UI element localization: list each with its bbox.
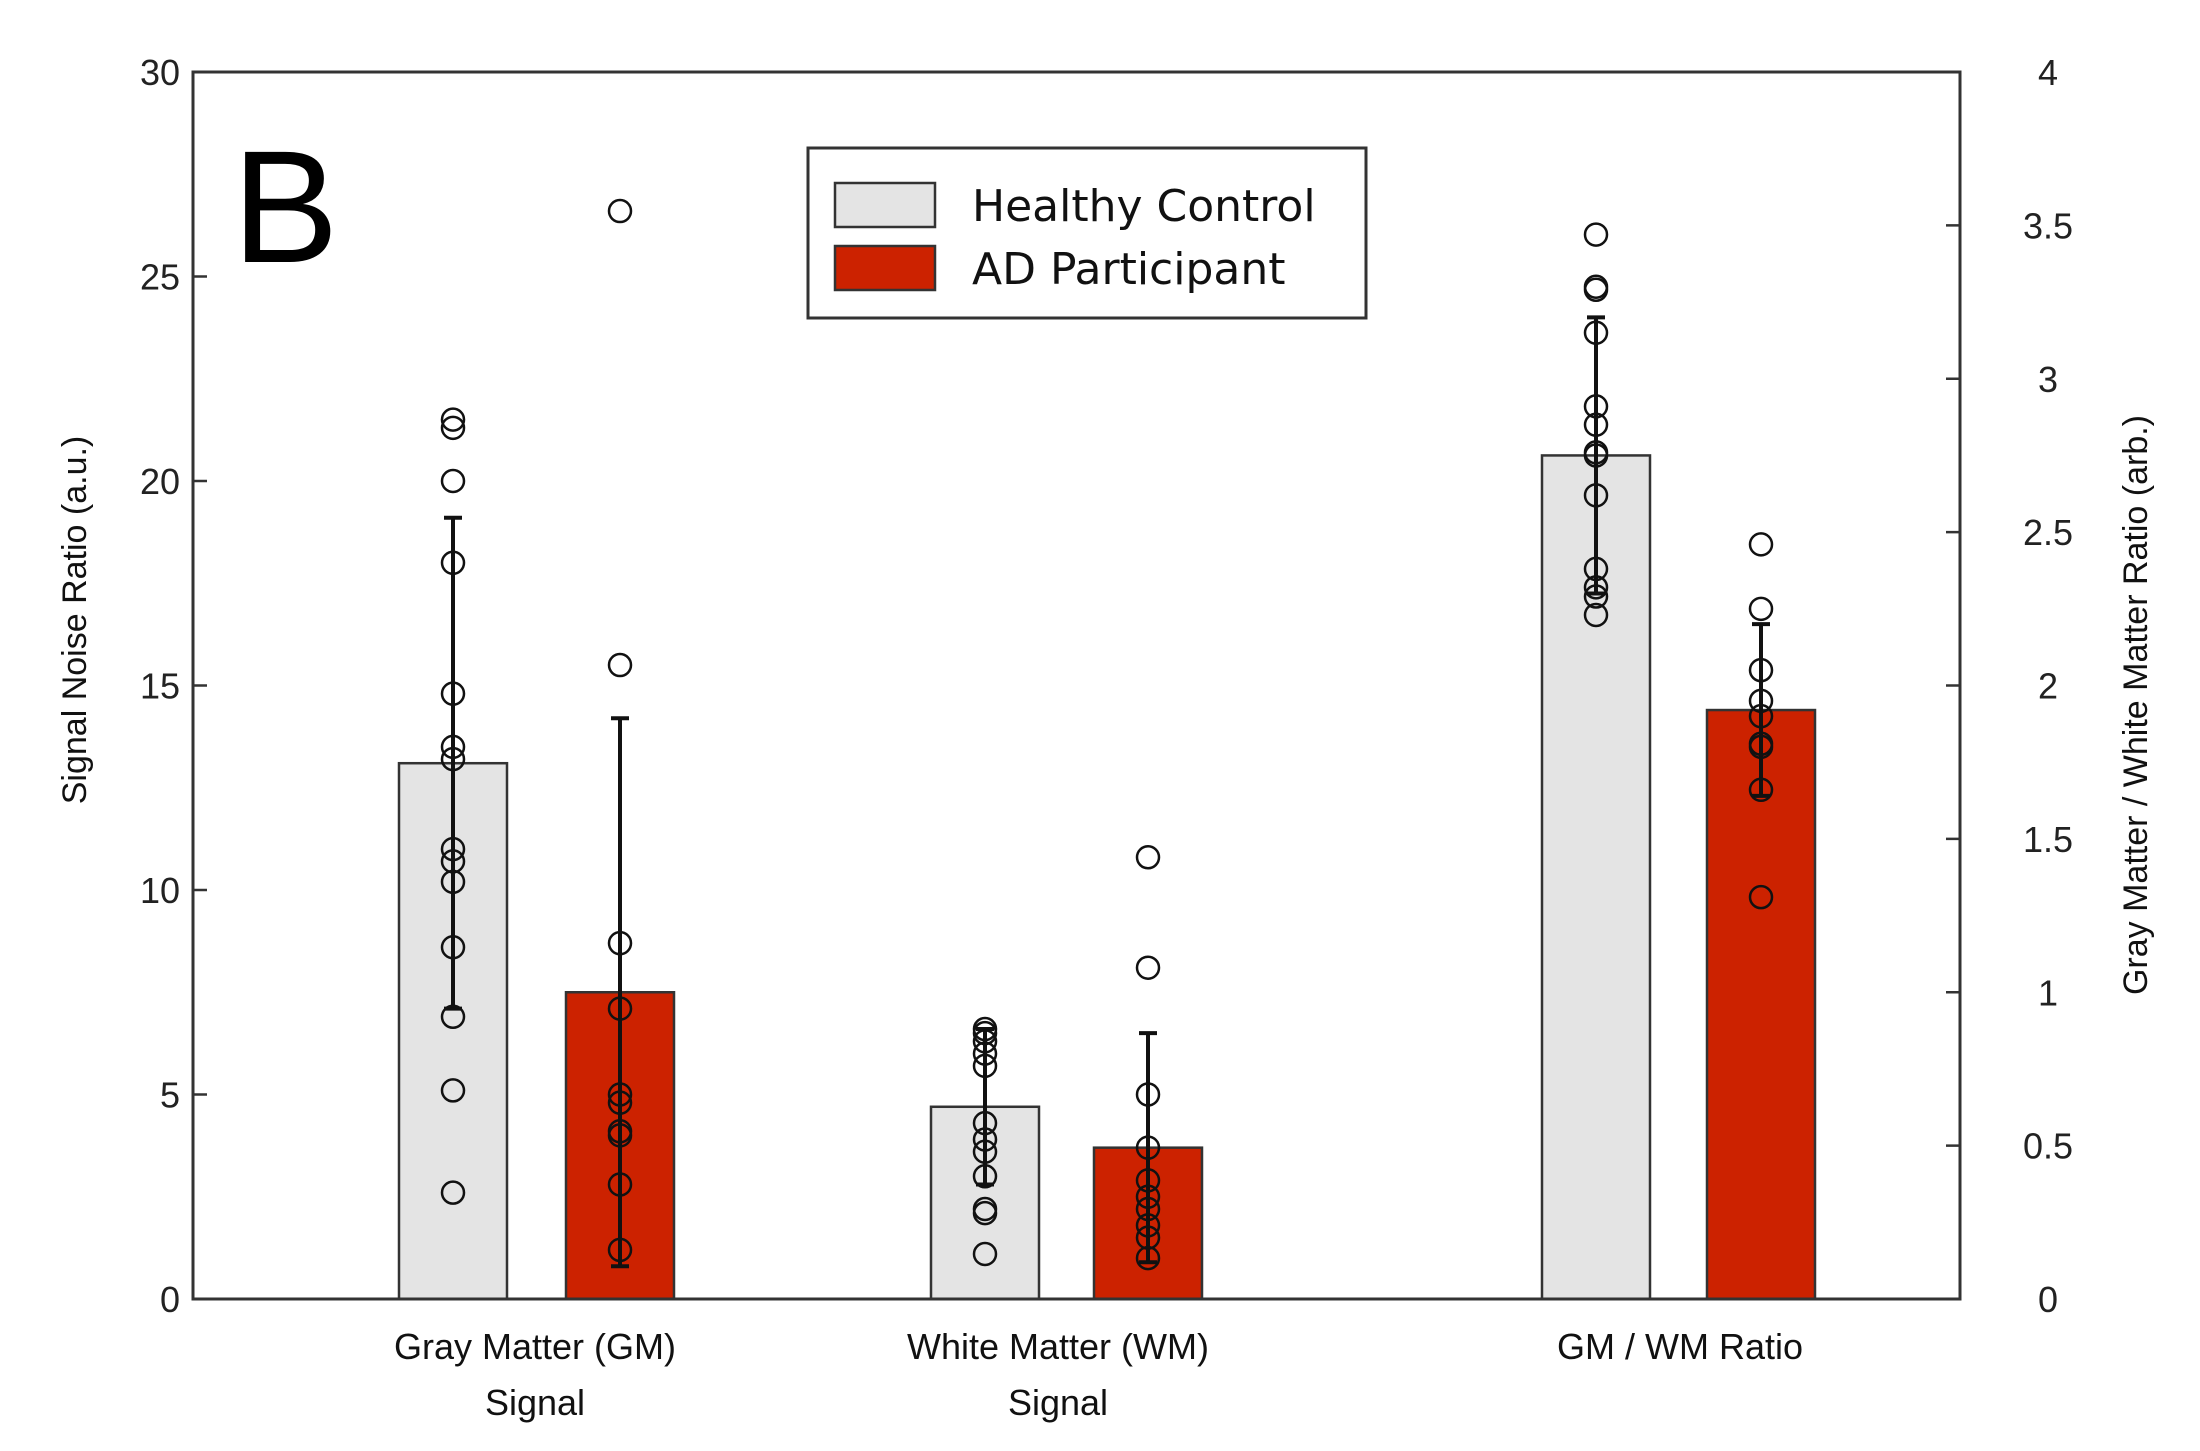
- data-point-gm-0-3: [440, 550, 466, 576]
- data-point-ratio-0-4: [1583, 394, 1609, 419]
- data-point-wm-0-4: [972, 1053, 998, 1079]
- data-point-gm-1-4: [607, 1082, 633, 1107]
- y2-tick-label-4: 2: [2038, 666, 2058, 707]
- y2-tick-label-3: 1.5: [2023, 819, 2073, 860]
- right-axis-ticks: 0 0.5 1 1.5 2 2.5 3 3.5 4: [1946, 52, 2073, 1320]
- points-layer: [440, 198, 1774, 1271]
- data-point-wm-1-4: [1135, 1168, 1161, 1193]
- data-point-gm-0-0: [440, 407, 466, 432]
- data-point-ratio-0-12: [1583, 602, 1609, 628]
- data-point-ratio-1-1: [1748, 596, 1774, 622]
- bars-layer: [397, 454, 1817, 1301]
- data-point-ratio-0-7: [1583, 443, 1609, 468]
- data-point-gm-0-12: [440, 1078, 466, 1103]
- data-point-gm-0-11: [440, 1004, 466, 1030]
- data-point-wm-1-1: [1135, 955, 1161, 980]
- data-point-ratio-0-9: [1583, 556, 1609, 582]
- category-label-gm-0: Gray Matter (GM): [394, 1326, 676, 1367]
- data-point-wm-0-11: [972, 1241, 998, 1267]
- y2-tick-label-1: 0.5: [2023, 1126, 2073, 1167]
- y-tick-label-3: 15: [140, 666, 180, 707]
- data-point-gm-0-10: [440, 935, 466, 960]
- data-point-wm-1-8: [1135, 1225, 1161, 1250]
- data-point-gm-0-8: [440, 849, 466, 874]
- data-point-ratio-1-7: [1748, 777, 1774, 803]
- y2-tick-label-8: 4: [2038, 52, 2058, 93]
- data-point-ratio-0-10: [1583, 575, 1609, 600]
- data-point-wm-0-1: [972, 1020, 998, 1046]
- y-tick-label-0: 0: [160, 1279, 180, 1320]
- data-point-gm-1-3: [607, 996, 633, 1021]
- data-point-ratio-0-2: [1583, 277, 1609, 303]
- data-point-ratio-1-4: [1748, 703, 1774, 729]
- data-point-ratio-0-8: [1583, 483, 1609, 508]
- data-point-gm-1-5: [607, 1090, 633, 1115]
- bar-ratio-0: [1540, 454, 1652, 1301]
- category-label-wm-1: Signal: [1008, 1382, 1108, 1423]
- data-point-ratio-1-6: [1748, 734, 1774, 760]
- data-point-wm-1-0: [1135, 845, 1161, 870]
- y-tick-label-5: 25: [140, 257, 180, 298]
- data-point-wm-0-10: [972, 1200, 998, 1226]
- data-point-wm-1-2: [1135, 1082, 1161, 1107]
- data-point-gm-1-1: [607, 652, 633, 678]
- data-point-wm-0-3: [972, 1041, 998, 1066]
- legend-label-ad-participant: AD Participant: [972, 244, 1286, 295]
- y-tick-label-6: 30: [140, 52, 180, 93]
- category-label-wm-0: White Matter (WM): [907, 1326, 1209, 1367]
- y-tick-label-1: 5: [160, 1075, 180, 1116]
- y2-tick-label-2: 1: [2038, 972, 2058, 1013]
- data-point-ratio-1-2: [1748, 657, 1774, 683]
- data-point-ratio-0-0: [1583, 222, 1609, 247]
- data-point-gm-0-7: [440, 836, 466, 862]
- data-point-ratio-0-3: [1583, 320, 1609, 345]
- data-point-ratio-1-3: [1748, 688, 1774, 714]
- data-point-gm-1-0: [607, 198, 633, 224]
- bar-ratio-1: [1705, 708, 1817, 1301]
- data-point-gm-0-9: [440, 869, 466, 895]
- y2-tick-label-6: 3: [2038, 359, 2058, 400]
- legend-label-healthy-control: Healthy Control: [972, 181, 1316, 232]
- data-point-wm-0-5: [972, 1110, 998, 1136]
- data-point-ratio-1-8: [1748, 884, 1774, 910]
- data-point-wm-0-8: [972, 1164, 998, 1189]
- y2-tick-label-7: 3.5: [2023, 205, 2073, 246]
- y-axis-title: Signal Noise Ratio (a.u.): [56, 436, 94, 805]
- data-point-gm-0-5: [440, 734, 466, 760]
- data-point-wm-1-9: [1135, 1245, 1161, 1271]
- data-point-gm-0-13: [440, 1180, 466, 1205]
- data-point-wm-0-6: [972, 1127, 998, 1152]
- category-label-ratio-0: GM / WM Ratio: [1557, 1326, 1803, 1367]
- data-point-gm-0-4: [440, 681, 466, 706]
- data-point-wm-0-7: [972, 1139, 998, 1165]
- category-labels: Gray Matter (GM) Signal White Matter (WM) S…: [394, 1326, 1803, 1423]
- legend-swatch-ad-participant: [833, 244, 937, 292]
- y2-tick-label-5: 2.5: [2023, 512, 2073, 553]
- data-point-wm-0-2: [972, 1029, 998, 1054]
- panel-label: B: [232, 117, 339, 296]
- data-point-gm-0-6: [440, 746, 466, 772]
- data-point-wm-1-3: [1135, 1135, 1161, 1160]
- y2-axis-title: Gray Matter / White Matter Ratio (arb.): [2117, 415, 2155, 995]
- data-point-ratio-0-5: [1583, 412, 1609, 438]
- y-tick-label-2: 10: [140, 870, 180, 911]
- legend-swatch-healthy-control: [833, 181, 937, 229]
- y2-tick-label-0: 0: [2038, 1279, 2058, 1320]
- y-tick-label-4: 20: [140, 461, 180, 502]
- data-point-gm-0-2: [440, 468, 466, 494]
- left-axis-ticks: 0 5 10 15 20 25 30: [140, 52, 207, 1320]
- legend: Healthy Control AD Participant: [806, 146, 1368, 320]
- data-point-gm-1-7: [607, 1123, 633, 1148]
- data-point-ratio-1-0: [1748, 532, 1774, 557]
- data-point-gm-1-9: [607, 1237, 633, 1263]
- data-point-ratio-0-11: [1583, 584, 1609, 609]
- data-point-gm-1-8: [607, 1172, 633, 1197]
- data-point-wm-1-6: [1135, 1196, 1161, 1222]
- data-point-wm-1-5: [1135, 1184, 1161, 1209]
- data-point-gm-1-2: [607, 930, 633, 956]
- data-point-gm-0-1: [440, 415, 466, 441]
- data-point-wm-1-7: [1135, 1213, 1161, 1238]
- category-label-gm-1: Signal: [485, 1382, 585, 1423]
